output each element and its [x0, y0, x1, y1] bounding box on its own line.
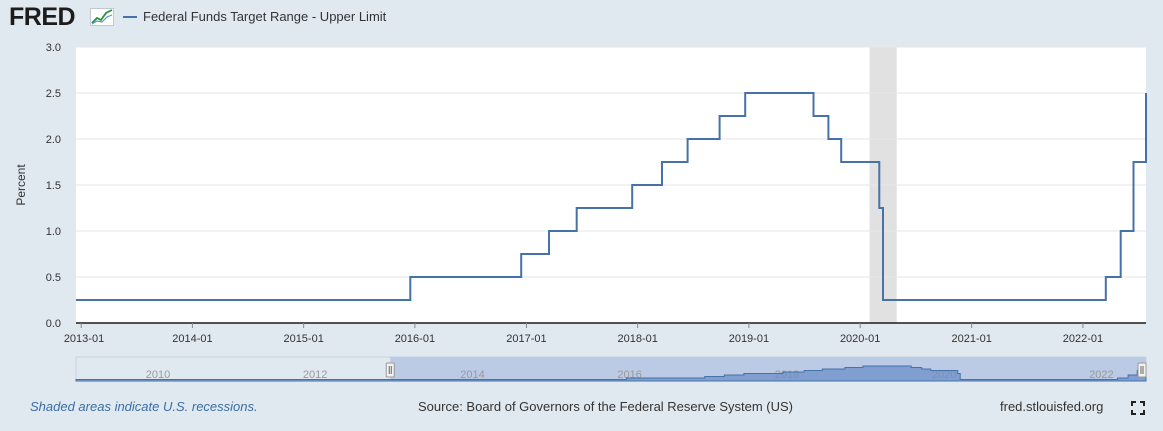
- navigator-handle-icon[interactable]: [385, 362, 395, 378]
- x-tick-label: 2014-01: [172, 333, 212, 345]
- legend-label: Federal Funds Target Range - Upper Limit: [143, 9, 387, 24]
- x-tick-label: 2021-01: [951, 333, 991, 345]
- navigator-label: 2012: [303, 369, 327, 381]
- y-tick-label: 1.5: [46, 180, 61, 192]
- y-tick-label: 1.0: [46, 226, 61, 238]
- fred-line-graph-icon: [90, 8, 114, 26]
- y-tick-label: 2.0: [46, 134, 61, 146]
- fullscreen-icon[interactable]: [1131, 401, 1145, 415]
- x-tick-label: 2018-01: [617, 333, 657, 345]
- x-tick-label: 2022-01: [1063, 333, 1103, 345]
- x-tick-label: 2020-01: [840, 333, 880, 345]
- x-tick-label: 2019-01: [729, 333, 769, 345]
- site-link[interactable]: fred.stlouisfed.org: [1000, 399, 1104, 414]
- navigator-handle-icon[interactable]: [1137, 362, 1147, 378]
- y-tick-label: 0.5: [46, 272, 61, 284]
- navigator-area: [75, 365, 1147, 382]
- x-tick-label: 2015-01: [283, 333, 323, 345]
- x-tick-label: 2016-01: [395, 333, 435, 345]
- navigator-label: 2010: [146, 369, 170, 381]
- navigator-label: 2022: [1089, 369, 1113, 381]
- fred-logo[interactable]: FRED: [9, 3, 76, 31]
- series-line: [76, 92, 1147, 301]
- navigator-label: 2014: [460, 369, 484, 381]
- navigator-handle-body: [1137, 362, 1147, 378]
- y-tick-label: 0.0: [46, 318, 61, 330]
- x-tick-label: 2017-01: [506, 333, 546, 345]
- y-tick-label: 3.0: [46, 42, 61, 54]
- y-tick-label: 2.5: [46, 88, 61, 100]
- chart-legend[interactable]: Federal Funds Target Range - Upper Limit: [123, 9, 386, 24]
- navigator-handle-body: [385, 362, 395, 378]
- x-tick-label: 2013-01: [64, 333, 104, 345]
- legend-swatch: [123, 15, 137, 18]
- recession-note: Shaded areas indicate U.S. recessions.: [30, 399, 258, 414]
- source-note: Source: Board of Governors of the Federa…: [418, 399, 793, 414]
